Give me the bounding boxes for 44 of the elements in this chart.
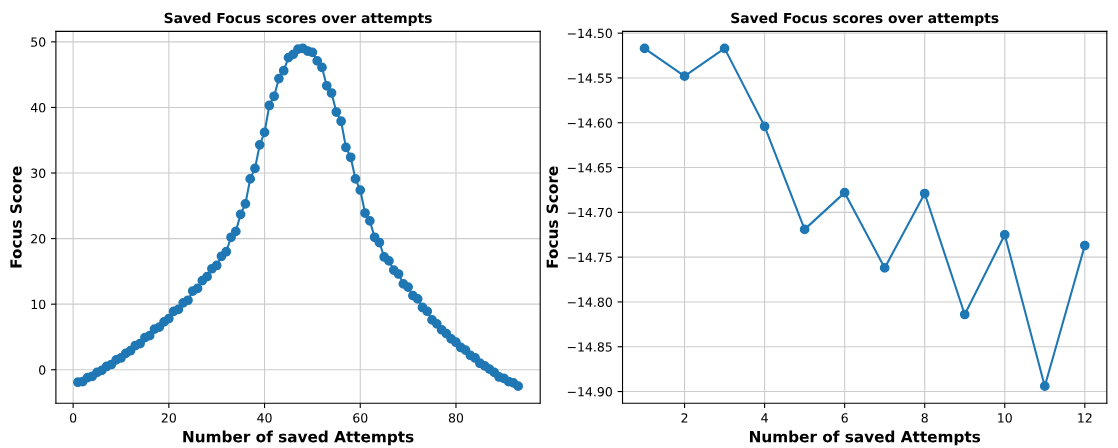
x-tick-label: 80 xyxy=(448,413,464,423)
y-tick-label: −14.65 xyxy=(567,163,612,173)
chart-title: Saved Focus scores over attempts xyxy=(731,12,999,26)
y-tick-label: −14.55 xyxy=(567,73,612,83)
point xyxy=(1079,240,1090,251)
y-tick-label: −14.60 xyxy=(567,118,612,128)
point xyxy=(839,187,850,198)
y-tick-label: 20 xyxy=(31,234,46,244)
x-tick-label: 6 xyxy=(841,413,848,423)
x-tick-label: 4 xyxy=(761,413,768,423)
y-tick-label: −14.70 xyxy=(567,207,612,218)
x-tick-label: 40 xyxy=(257,413,272,423)
y-tick-label: −14.80 xyxy=(567,297,612,307)
point xyxy=(959,309,970,320)
point xyxy=(1039,381,1050,392)
x-tick-label: 60 xyxy=(353,413,368,423)
y-axis-title: Focus Score xyxy=(10,166,22,268)
point xyxy=(639,43,650,54)
x-tick-label: 2 xyxy=(681,413,688,423)
x-tick-label: 8 xyxy=(921,413,928,423)
y-axis-title: Focus Score xyxy=(546,166,559,268)
x-tick-label: 0 xyxy=(69,413,77,423)
point xyxy=(879,263,890,273)
point xyxy=(679,71,690,82)
point xyxy=(999,229,1010,240)
y-tick-label: −14.85 xyxy=(567,342,612,352)
y-tick-label: −14.50 xyxy=(567,28,612,39)
y-tick-label: −14.75 xyxy=(567,252,612,263)
point xyxy=(759,121,770,132)
y-tick-label: 50 xyxy=(31,37,46,47)
chart-title: Saved Focus scores over attempts xyxy=(164,12,432,26)
point xyxy=(799,224,810,235)
point xyxy=(719,43,730,54)
y-tick-label: 40 xyxy=(30,102,46,113)
x-tick-label: 12 xyxy=(1078,413,1092,423)
y-tick-label: 10 xyxy=(31,299,46,310)
point xyxy=(919,188,930,199)
x-tick-label: 10 xyxy=(998,413,1012,423)
x-axis-title: Number of saved Attempts xyxy=(183,430,414,446)
y-tick-label: 30 xyxy=(31,168,46,178)
y-tick-label: 0 xyxy=(39,365,46,375)
x-tick-label: 20 xyxy=(161,413,176,423)
x-axis-title: Number of saved Attempts xyxy=(749,430,981,446)
y-tick-label: −14.90 xyxy=(567,387,612,397)
